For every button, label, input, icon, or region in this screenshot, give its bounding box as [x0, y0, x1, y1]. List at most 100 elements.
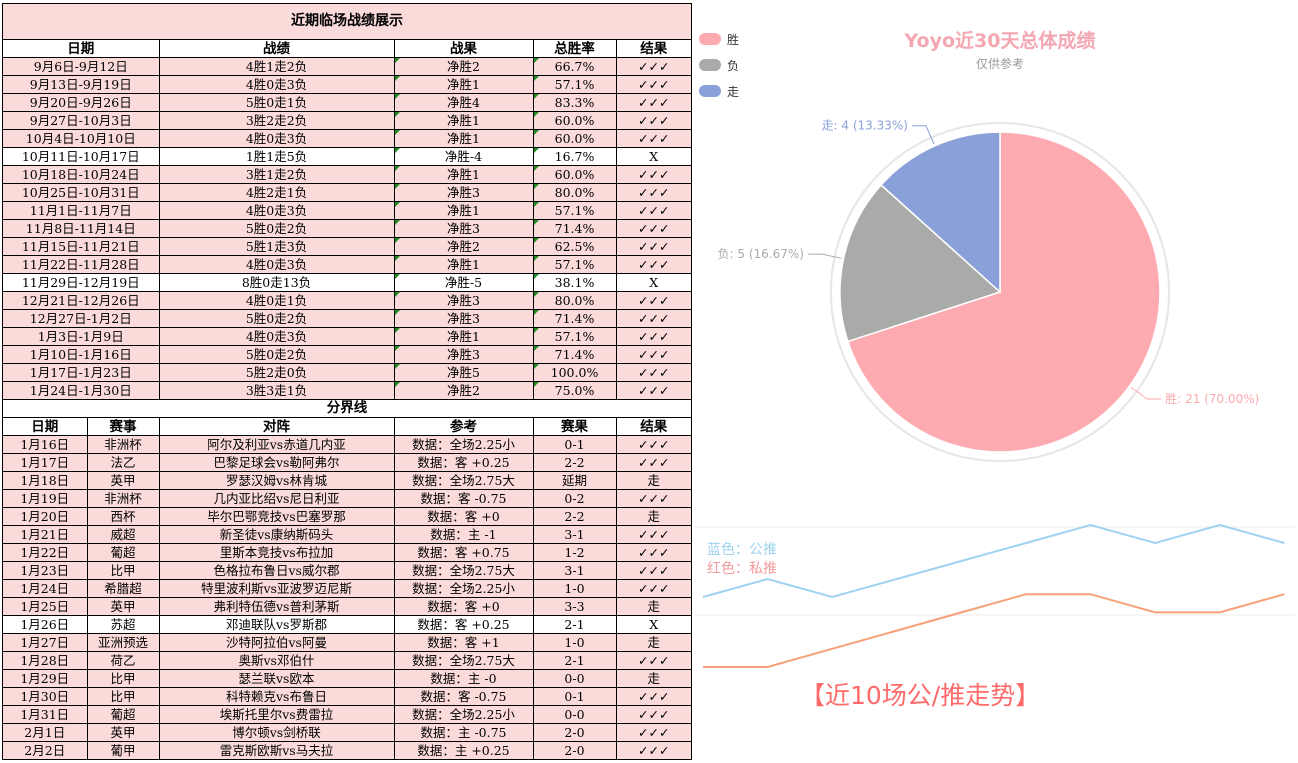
league: 威超: [86, 525, 160, 544]
trend-legend: 蓝色：公推 红色：私推: [707, 541, 777, 579]
legend-item-loss[interactable]: 负: [699, 52, 739, 78]
header-date: 日期: [3, 40, 160, 58]
result-mark: ✓✓✓: [615, 705, 691, 724]
match-date: 1月18日: [3, 471, 88, 490]
fixture: 里斯本竞技vs布拉加: [158, 543, 395, 562]
result-mark: ✓✓✓: [615, 129, 691, 148]
result-mark: ✓✓✓: [615, 219, 691, 238]
net-result: 净胜1: [393, 129, 534, 148]
fixture: 科特赖克vs布鲁日: [158, 687, 395, 706]
legend-item-push[interactable]: 走: [699, 78, 739, 104]
table-row: 1月18日 英甲 罗瑟汉姆vs林肯城 数据：全场2.75大 延期走: [3, 471, 691, 490]
pie-leader-line: [1130, 386, 1162, 400]
week-range: 11月29日-12月19日: [3, 273, 160, 292]
score: 1-0: [532, 579, 617, 598]
fixture: 雷克斯欧斯vs马夫拉: [158, 741, 395, 759]
fixture: 色格拉布鲁日vs威尔郡: [158, 561, 395, 580]
result-mark: X: [615, 273, 691, 292]
league: 西杯: [86, 507, 160, 526]
result-mark: ✓✓✓: [615, 453, 691, 472]
reference: 数据：客 -0.75: [393, 687, 534, 706]
table-row: 2月2日 葡甲 雷克斯欧斯vs马夫拉 数据：主 +0.25 2-0 ✓✓✓: [3, 741, 691, 759]
score: 0-1: [532, 687, 617, 706]
header-score: 赛果: [532, 418, 617, 436]
result-mark: ✓✓✓: [615, 651, 691, 670]
week-range: 11月15日-11月21日: [3, 237, 160, 256]
win-rate: 57.1%: [532, 75, 617, 94]
result-mark: ✓✓✓: [615, 723, 691, 742]
week-range: 10月11日-10月17日: [3, 147, 160, 166]
result-mark: ✓✓✓: [615, 309, 691, 328]
match-date: 1月20日: [3, 507, 88, 526]
win-rate: 83.3%: [532, 93, 617, 112]
win-rate: 57.1%: [532, 327, 617, 346]
legend-label: 胜: [727, 32, 740, 47]
fixture: 邓迪联队vs罗斯郡: [158, 615, 395, 634]
table-row: 1月23日 比甲 色格拉布鲁日vs威尔郡 数据：全场2.75大 3-1 ✓✓✓: [3, 561, 691, 580]
pie-title: Yoyo近30天总体成绩: [904, 30, 1096, 52]
table-row: 1月19日 非洲杯 几内亚比绍vs尼日利亚 数据：客 -0.75 0-2 ✓✓✓: [3, 489, 691, 508]
reference: 数据：全场2.25小: [393, 435, 534, 454]
week-range: 11月22日-11月28日: [3, 255, 160, 274]
net-result: 净胜1: [393, 111, 534, 130]
record: 4胜1走2负: [158, 57, 395, 76]
score: 3-3: [532, 597, 617, 616]
header-league: 赛事: [86, 418, 160, 436]
header-reference: 参考: [393, 418, 534, 436]
result-mark: X: [615, 615, 691, 634]
table-row: 10月18日-10月24日 3胜1走2负 净胜1 60.0% ✓✓✓: [3, 165, 691, 184]
table-row: 1月10日-1月16日 5胜0走2负 净胜3 71.4% ✓✓✓: [3, 345, 691, 364]
record: 4胜0走1负: [158, 291, 395, 310]
result-mark: ✓✓✓: [615, 561, 691, 580]
table-row: 11月8日-11月14日 5胜0走2负 净胜3 71.4% ✓✓✓: [3, 219, 691, 238]
win-rate: 71.4%: [532, 309, 617, 328]
week-range: 12月21日-12月26日: [3, 291, 160, 310]
week-range: 9月6日-9月12日: [3, 57, 160, 76]
week-range: 9月27日-10月3日: [3, 111, 160, 130]
table-row: 12月21日-12月26日 4胜0走1负 净胜3 80.0% ✓✓✓: [3, 291, 691, 310]
reference: 数据：主 +0.25: [393, 741, 534, 759]
stats-panel: 近期临场战绩展示 日期 战绩 战果 总胜率 结果 9月6日-9月12日 4胜1走2…: [2, 3, 692, 760]
trend-line-1: [703, 593, 1285, 668]
reference: 数据：全场2.75大: [393, 561, 534, 580]
week-range: 10月25日-10月31日: [3, 183, 160, 202]
league: 非洲杯: [86, 489, 160, 508]
match-date: 1月22日: [3, 543, 88, 562]
trend-legend-private: 红色：私推: [707, 561, 777, 577]
reference: 数据：客 +0.25: [393, 615, 534, 634]
record: 4胜0走3负: [158, 327, 395, 346]
win-rate: 60.0%: [532, 165, 617, 184]
league: 希腊超: [86, 579, 160, 598]
legend-swatch-icon: [699, 59, 721, 71]
match-date: 1月31日: [3, 705, 88, 724]
score: 3-1: [532, 561, 617, 580]
match-date: 1月21日: [3, 525, 88, 544]
result-mark: ✓✓✓: [615, 75, 691, 94]
reference: 数据：客 +0.75: [393, 543, 534, 562]
week-range: 1月3日-1月9日: [3, 327, 160, 346]
trend-legend-public: 蓝色：公推: [707, 542, 777, 558]
header-record: 战绩: [158, 40, 395, 58]
table-row: 2月1日 英甲 博尔顿vs剑桥联 数据：主 -0.75 2-0 ✓✓✓: [3, 723, 691, 742]
reference: 数据：客 -0.75: [393, 489, 534, 508]
table-row: 1月3日-1月9日 4胜0走3负 净胜1 57.1% ✓✓✓: [3, 327, 691, 346]
win-rate: 16.7%: [532, 147, 617, 166]
table-title: 近期临场战绩展示: [3, 4, 691, 40]
score: 2-0: [532, 723, 617, 742]
divider-label: 分界线: [3, 399, 691, 418]
result-mark: ✓✓✓: [615, 111, 691, 130]
header-date: 日期: [3, 418, 88, 436]
pie-outer-ring: [830, 122, 1170, 462]
table-row: 1月28日 荷乙 奥斯vs邓伯什 数据：全场2.75大 2-1 ✓✓✓: [3, 651, 691, 670]
legend-swatch-icon: [699, 33, 721, 45]
legend-item-win[interactable]: 胜: [699, 26, 739, 52]
weekly-record-table: 日期 战绩 战果 总胜率 结果 9月6日-9月12日 4胜1走2负 净胜2 66.7%…: [3, 40, 691, 399]
league: 英甲: [86, 471, 160, 490]
result-mark: ✓✓✓: [615, 237, 691, 256]
reference: 数据：主 -0: [393, 669, 534, 688]
table-row: 11月1日-11月7日 4胜0走3负 净胜1 57.1% ✓✓✓: [3, 201, 691, 220]
reference: 数据：全场2.75大: [393, 471, 534, 490]
match-date: 1月27日: [3, 633, 88, 652]
league: 比甲: [86, 561, 160, 580]
win-rate: 60.0%: [532, 111, 617, 130]
